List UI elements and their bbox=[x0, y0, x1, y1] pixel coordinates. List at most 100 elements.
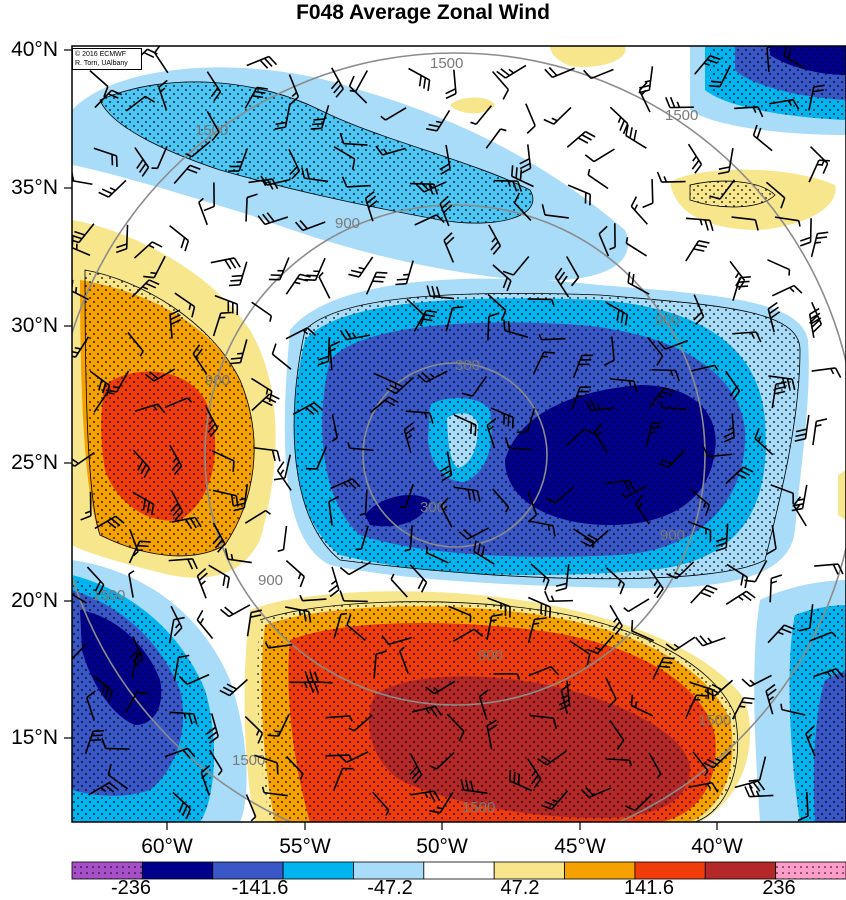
wind-barb bbox=[339, 328, 371, 341]
wind-barb bbox=[72, 336, 90, 358]
wind-barb bbox=[169, 225, 190, 252]
wind-barb bbox=[693, 294, 705, 325]
ring-label: 900 bbox=[660, 527, 685, 544]
wind-barb bbox=[174, 292, 196, 318]
wind-barb bbox=[793, 496, 807, 527]
wind-barb bbox=[414, 214, 445, 226]
wind-barb bbox=[330, 478, 361, 490]
wind-barb bbox=[254, 754, 279, 774]
wind-barb bbox=[648, 752, 662, 779]
wind-barb bbox=[814, 563, 844, 575]
wind-barb bbox=[299, 594, 327, 602]
wind-barb bbox=[101, 737, 130, 750]
wind-barb bbox=[583, 68, 614, 80]
wind-barb bbox=[527, 298, 555, 306]
wind-barb bbox=[769, 98, 800, 110]
wind-barb bbox=[348, 75, 368, 104]
wind-barb bbox=[445, 306, 464, 332]
wind-barb bbox=[808, 307, 822, 338]
wind-barb bbox=[285, 560, 306, 588]
wind-barb bbox=[605, 758, 633, 767]
wind-barb bbox=[403, 422, 415, 453]
wind-barb bbox=[635, 494, 650, 525]
wind-barb bbox=[725, 590, 756, 605]
wind-barb bbox=[544, 590, 573, 603]
wind-barb bbox=[333, 612, 348, 638]
wind-barb bbox=[214, 294, 239, 316]
ring-label: 1500 bbox=[698, 712, 731, 729]
wind-barb bbox=[341, 176, 371, 188]
colorbar bbox=[71, 861, 846, 880]
wind-barb bbox=[304, 670, 333, 684]
wind-barb bbox=[768, 375, 796, 391]
wind-barb bbox=[339, 561, 371, 576]
wind-barb bbox=[580, 787, 612, 799]
wind-barb bbox=[744, 786, 774, 798]
wind-barb bbox=[486, 613, 503, 640]
lon-label: 55°W bbox=[279, 835, 331, 858]
wind-barb bbox=[170, 605, 183, 637]
stipple-overlay bbox=[72, 46, 846, 822]
wind-barb bbox=[415, 181, 447, 193]
wind-barb bbox=[80, 491, 92, 521]
wind-barb bbox=[381, 635, 412, 646]
wind-barb bbox=[128, 570, 135, 598]
wind-barb bbox=[200, 764, 211, 796]
wind-barb bbox=[731, 696, 755, 720]
wind-barb bbox=[94, 89, 123, 109]
wind-barb bbox=[690, 488, 711, 516]
wind-barb bbox=[330, 67, 344, 98]
wind-barb bbox=[251, 301, 273, 322]
wind-barb bbox=[198, 197, 208, 226]
wind-barb bbox=[527, 758, 542, 789]
wind-barb bbox=[605, 479, 636, 492]
wind-barb bbox=[131, 651, 143, 678]
wind-barb bbox=[107, 763, 129, 790]
wind-barb bbox=[493, 179, 523, 192]
wind-barb bbox=[127, 332, 144, 357]
wind-barb bbox=[732, 276, 751, 301]
colorbar-swatch bbox=[423, 861, 495, 880]
wind-barb bbox=[805, 725, 816, 757]
wind-barb bbox=[453, 486, 481, 502]
wind-barb bbox=[585, 399, 615, 412]
wind-barb bbox=[685, 240, 710, 262]
wind-barb bbox=[212, 311, 232, 337]
wind-barb bbox=[513, 192, 532, 221]
wind-barb bbox=[260, 175, 291, 186]
wind-barb bbox=[799, 218, 812, 247]
colorbar-swatch bbox=[282, 861, 354, 880]
wind-barb bbox=[538, 333, 566, 341]
wind-barb bbox=[566, 428, 595, 447]
wind-barb bbox=[151, 145, 168, 170]
wind-barb bbox=[93, 147, 118, 167]
wind-barb bbox=[780, 703, 806, 716]
wind-barb bbox=[380, 107, 407, 121]
wind-barb bbox=[529, 714, 558, 730]
ring-label: 300 bbox=[455, 357, 480, 374]
wind-barb bbox=[205, 406, 219, 438]
wind-barb bbox=[285, 755, 304, 780]
wind-barb bbox=[446, 713, 465, 742]
wind-barb bbox=[623, 598, 650, 613]
colorbar-swatch bbox=[141, 861, 214, 880]
wind-barb bbox=[510, 165, 534, 188]
wind-barb bbox=[277, 525, 288, 552]
wind-barb bbox=[169, 444, 183, 475]
wind-barb bbox=[89, 70, 109, 98]
wind-barb bbox=[332, 767, 354, 792]
wind-barb bbox=[771, 381, 787, 409]
wind-barb bbox=[133, 241, 163, 259]
wind-barb bbox=[158, 79, 168, 111]
ring-label: 900 bbox=[205, 372, 230, 389]
wind-barb bbox=[715, 523, 729, 552]
wind-barb bbox=[285, 273, 311, 295]
wind-barb bbox=[606, 302, 629, 326]
wind-barb bbox=[810, 231, 829, 258]
wind-barb bbox=[411, 705, 443, 717]
wind-barb bbox=[331, 414, 338, 442]
wind-barb bbox=[569, 640, 591, 666]
wind-barb bbox=[448, 605, 472, 622]
ring-label: 1500 bbox=[195, 122, 228, 139]
wind-barb bbox=[813, 668, 844, 680]
